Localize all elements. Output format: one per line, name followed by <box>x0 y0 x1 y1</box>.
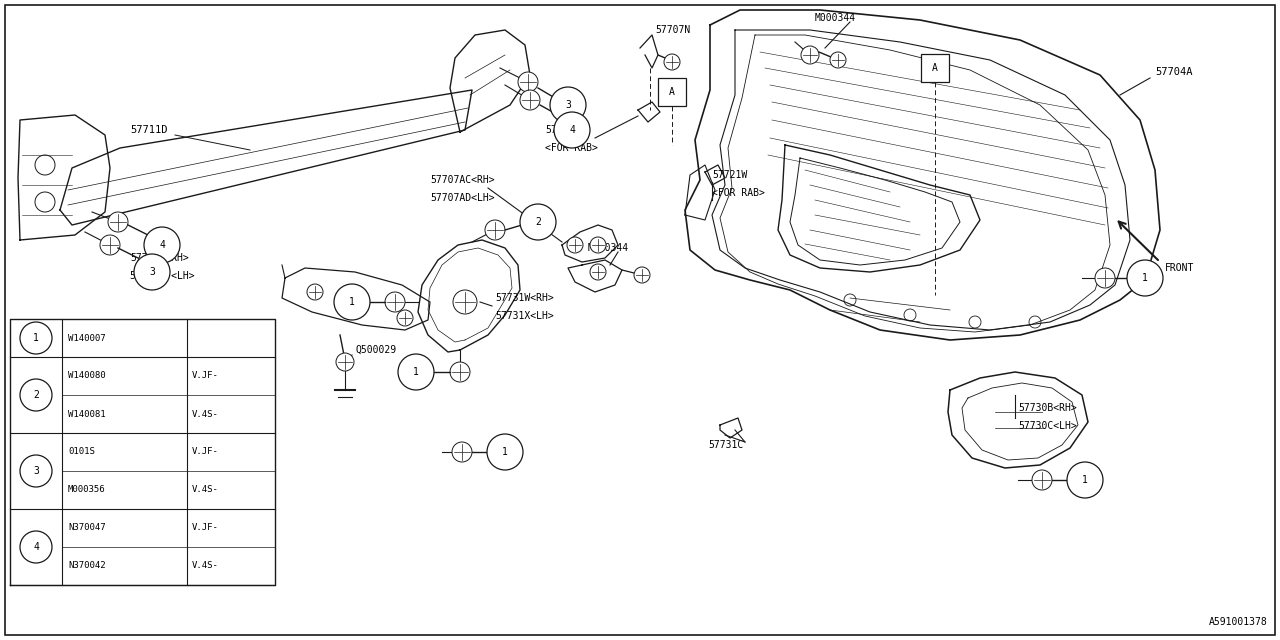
Text: W140080: W140080 <box>68 371 106 381</box>
Circle shape <box>567 237 582 253</box>
Circle shape <box>634 267 650 283</box>
Circle shape <box>108 212 128 232</box>
Text: 57731W<RH>: 57731W<RH> <box>495 293 554 303</box>
Text: 2: 2 <box>33 390 38 400</box>
Circle shape <box>451 362 470 382</box>
Circle shape <box>145 227 180 263</box>
Circle shape <box>20 531 52 563</box>
Circle shape <box>134 254 170 290</box>
Text: 57730C<LH>: 57730C<LH> <box>1018 421 1076 431</box>
Text: 57707N: 57707N <box>655 25 690 35</box>
Text: 3: 3 <box>148 267 155 277</box>
Text: A591001378: A591001378 <box>1210 617 1268 627</box>
Text: A: A <box>669 87 675 97</box>
Circle shape <box>801 46 819 64</box>
FancyBboxPatch shape <box>922 54 948 82</box>
Text: V.4S-: V.4S- <box>192 410 219 419</box>
Text: V.4S-: V.4S- <box>192 486 219 495</box>
Circle shape <box>20 379 52 411</box>
Text: N370047: N370047 <box>68 524 106 532</box>
Text: 3: 3 <box>33 466 38 476</box>
Text: V.4S-: V.4S- <box>192 561 219 570</box>
Text: 57731X<LH>: 57731X<LH> <box>495 311 554 321</box>
Circle shape <box>1032 470 1052 490</box>
Text: 3: 3 <box>564 100 571 110</box>
Text: 1: 1 <box>33 333 38 343</box>
FancyBboxPatch shape <box>658 78 686 106</box>
Circle shape <box>550 87 586 123</box>
Text: V.JF-: V.JF- <box>192 447 219 456</box>
Circle shape <box>20 455 52 487</box>
Text: A: A <box>932 63 938 73</box>
Text: 57711D: 57711D <box>131 125 168 135</box>
Circle shape <box>520 90 540 110</box>
Circle shape <box>1094 268 1115 288</box>
Text: 57721X: 57721X <box>545 125 580 135</box>
Text: 57730B<RH>: 57730B<RH> <box>1018 403 1076 413</box>
Text: 57707H<RH>: 57707H<RH> <box>131 253 188 263</box>
Text: W140007: W140007 <box>68 333 106 342</box>
Text: 1: 1 <box>502 447 508 457</box>
Circle shape <box>20 322 52 354</box>
Text: 1: 1 <box>349 297 355 307</box>
Text: 57721W: 57721W <box>712 170 748 180</box>
Text: M000356: M000356 <box>68 486 106 495</box>
Text: V.JF-: V.JF- <box>192 371 219 381</box>
Text: <FOR RAB>: <FOR RAB> <box>712 188 765 198</box>
Text: W140081: W140081 <box>68 410 106 419</box>
Circle shape <box>590 237 605 253</box>
Text: 1: 1 <box>413 367 419 377</box>
Text: 0101S: 0101S <box>68 447 95 456</box>
Circle shape <box>452 442 472 462</box>
Circle shape <box>1126 260 1164 296</box>
Circle shape <box>554 112 590 148</box>
Circle shape <box>520 204 556 240</box>
Text: M000344: M000344 <box>588 243 630 253</box>
Text: 57704A: 57704A <box>1155 67 1193 77</box>
Circle shape <box>829 52 846 68</box>
Circle shape <box>307 284 323 300</box>
Text: 4: 4 <box>33 542 38 552</box>
Circle shape <box>352 294 369 310</box>
Circle shape <box>664 54 680 70</box>
Text: 4: 4 <box>570 125 575 135</box>
Circle shape <box>518 72 538 92</box>
Circle shape <box>334 284 370 320</box>
Circle shape <box>486 434 524 470</box>
Text: V.JF-: V.JF- <box>192 524 219 532</box>
Text: 57707AC<RH>: 57707AC<RH> <box>430 175 494 185</box>
Circle shape <box>385 292 404 312</box>
Text: 1: 1 <box>1142 273 1148 283</box>
Circle shape <box>590 264 605 280</box>
Text: 1: 1 <box>1082 475 1088 485</box>
Circle shape <box>100 235 120 255</box>
Circle shape <box>337 353 355 371</box>
Circle shape <box>397 310 413 326</box>
Circle shape <box>1068 462 1103 498</box>
Text: FRONT: FRONT <box>1165 263 1194 273</box>
Text: <FOR RAB>: <FOR RAB> <box>545 143 598 153</box>
Text: 57707AD<LH>: 57707AD<LH> <box>430 193 494 203</box>
Text: 2: 2 <box>535 217 541 227</box>
Circle shape <box>485 220 506 240</box>
Text: 57707I <LH>: 57707I <LH> <box>131 271 195 281</box>
Text: Q500029: Q500029 <box>355 345 396 355</box>
Circle shape <box>398 354 434 390</box>
Text: N370042: N370042 <box>68 561 106 570</box>
Text: 4: 4 <box>159 240 165 250</box>
Text: M000344: M000344 <box>815 13 856 23</box>
Circle shape <box>453 290 477 314</box>
Text: 57731C: 57731C <box>708 440 744 450</box>
